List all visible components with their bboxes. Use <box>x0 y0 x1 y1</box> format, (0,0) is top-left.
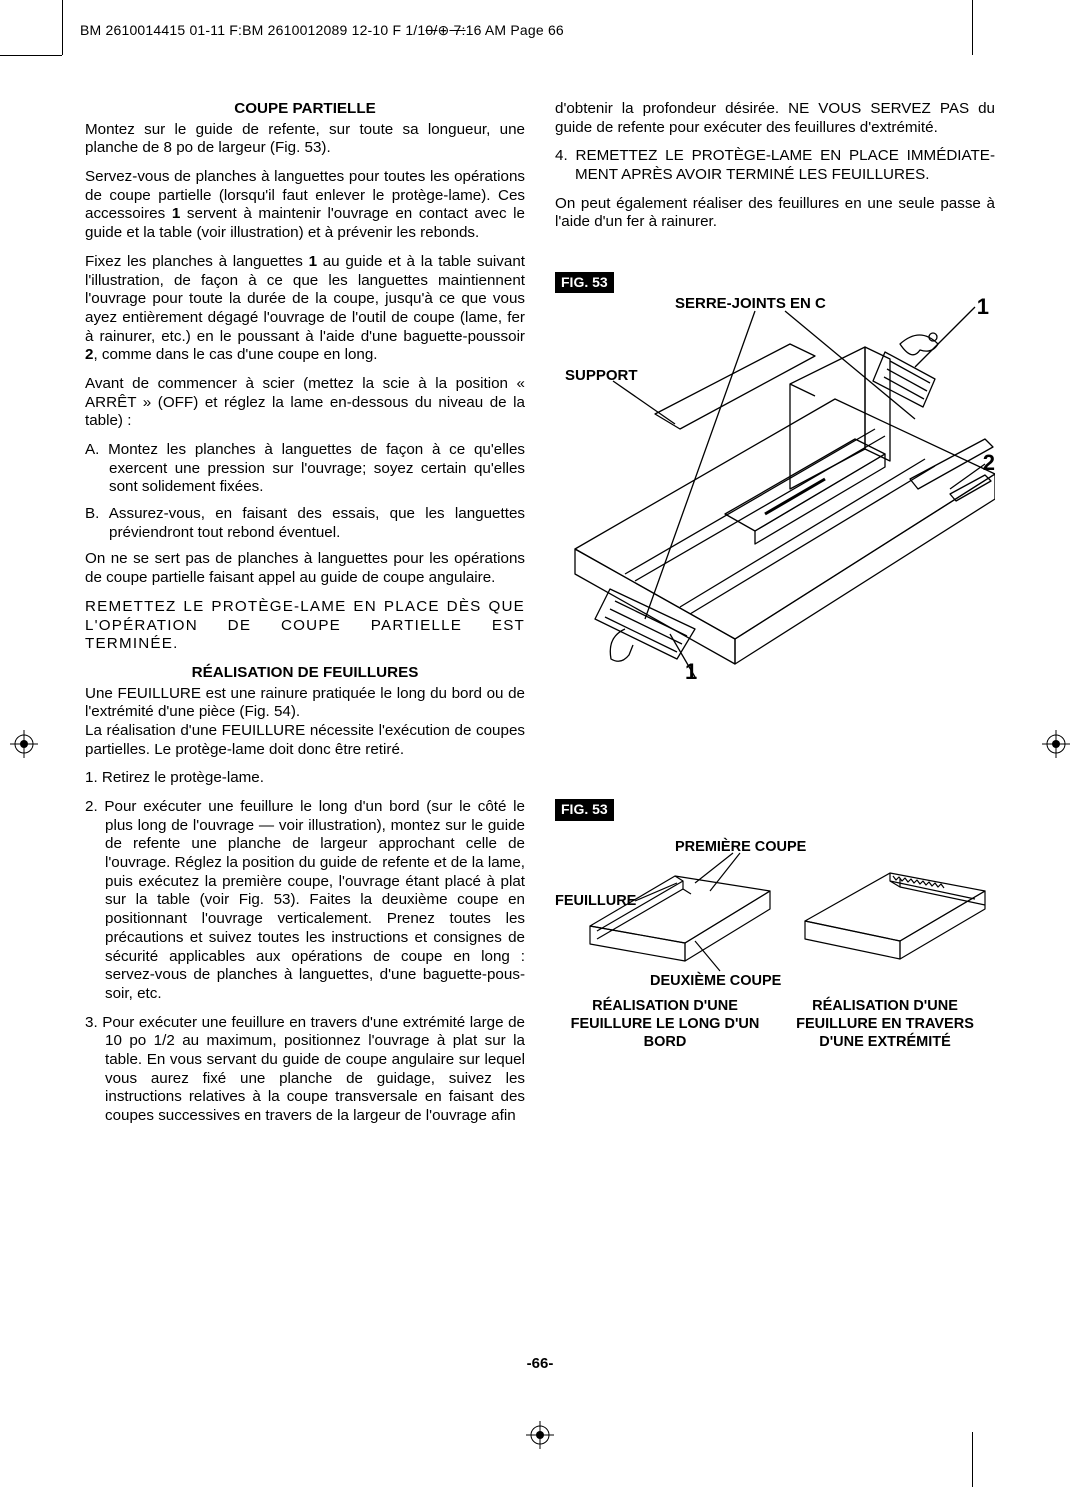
paragraph: On peut également réaliser des feuillure… <box>555 195 995 232</box>
alpha-list: A. Montez les planches à languettes de f… <box>85 441 525 542</box>
callout-support: SUPPORT <box>565 367 638 385</box>
figure-54: FIG. 53 PREMIÈRE COUPE FEUILLURE DEUXIÈM… <box>555 799 995 1051</box>
callout-1-bottom: 1 <box>685 658 697 685</box>
paragraph: On ne se sert pas de planches à languett… <box>85 550 525 587</box>
numbered-list: 4. REMETTEZ LE PROTÈGE-LAME EN PLACE IMM… <box>555 147 995 184</box>
paragraph: Fixez les planches à languettes 1 au gui… <box>85 253 525 365</box>
list-item: 4. REMETTEZ LE PROTÈGE-LAME EN PLACE IMM… <box>555 147 995 184</box>
figure-53: FIG. 53 SERRE-JOINTS EN C SUPPORT 1 2 1 <box>555 272 995 709</box>
fig54-diagram-area: PREMIÈRE COUPE FEUILLURE DEUXIÈME COUPE <box>555 821 995 981</box>
list-item: 2. Pour exécuter une feuillure le long d… <box>85 798 525 1004</box>
fig54-sub-right: RÉALISATION D'UNE FEUILLURE EN TRAVERS D… <box>775 991 995 1051</box>
list-item: 3. Pour exécuter une feuillure en traver… <box>85 1014 525 1126</box>
list-item: B. Assurez-vous, en faisant des essais, … <box>85 505 525 542</box>
fig54-sub-left: RÉALISATION D'UNE FEUILLURE LE LONG D'UN… <box>555 991 775 1051</box>
fig54-svg <box>555 821 995 981</box>
registration-mark <box>10 730 38 758</box>
list-item: 1. Retirez le protège-lame. <box>85 769 525 788</box>
callout-1-top: 1 <box>977 293 989 320</box>
section-title-feuillures: RÉALISATION DE FEUILLURES <box>85 664 525 683</box>
page-content: COUPE PARTIELLE Montez sur le guide de r… <box>85 100 995 1136</box>
paragraph: La réalisation d'une FEUILLURE nécessite… <box>85 722 525 759</box>
paragraph: Servez-vous de planches à languettes pou… <box>85 168 525 243</box>
paragraph: REMETTEZ LE PROTÈGE-LAME EN PLACE DÈS QU… <box>85 598 525 654</box>
crop-mark <box>0 55 62 56</box>
paragraph: Avant de commencer à scier (mettez la sc… <box>85 375 525 431</box>
left-column: COUPE PARTIELLE Montez sur le guide de r… <box>85 100 525 1136</box>
crop-mark <box>62 0 63 55</box>
section-title-coupe: COUPE PARTIELLE <box>85 100 525 119</box>
print-header: BM 2610014415 01-11 F:BM 2610012089 12-1… <box>80 22 564 39</box>
right-column: d'obtenir la profondeur désirée. NE VOUS… <box>555 100 995 1136</box>
registration-mark <box>526 1421 554 1449</box>
page-number: -66- <box>0 1355 1080 1372</box>
callout-2: 2 <box>983 449 995 476</box>
fig53-diagram: SERRE-JOINTS EN C SUPPORT 1 2 1 <box>555 289 995 709</box>
caption-right: RÉALISATION D'UNE FEUILLURE EN TRAVERS D… <box>775 997 995 1051</box>
paragraph: d'obtenir la profondeur désirée. NE VOUS… <box>555 100 995 137</box>
fig53-svg <box>555 289 995 709</box>
callout-serre-joints: SERRE-JOINTS EN C <box>675 295 826 313</box>
list-item: A. Montez les planches à languettes de f… <box>85 441 525 497</box>
paragraph: Montez sur le guide de refente, sur tout… <box>85 121 525 158</box>
paragraph: Une FEUILLURE est une rainure pratiquée … <box>85 685 525 722</box>
numbered-list: 1. Retirez le protège-lame. 2. Pour exéc… <box>85 769 525 1125</box>
crop-mark <box>972 0 973 55</box>
caption-left: RÉALISATION D'UNE FEUILLURE LE LONG D'UN… <box>555 997 775 1051</box>
crop-mark <box>972 1432 973 1487</box>
registration-mark <box>1042 730 1070 758</box>
fig-label: FIG. 53 <box>555 799 614 820</box>
